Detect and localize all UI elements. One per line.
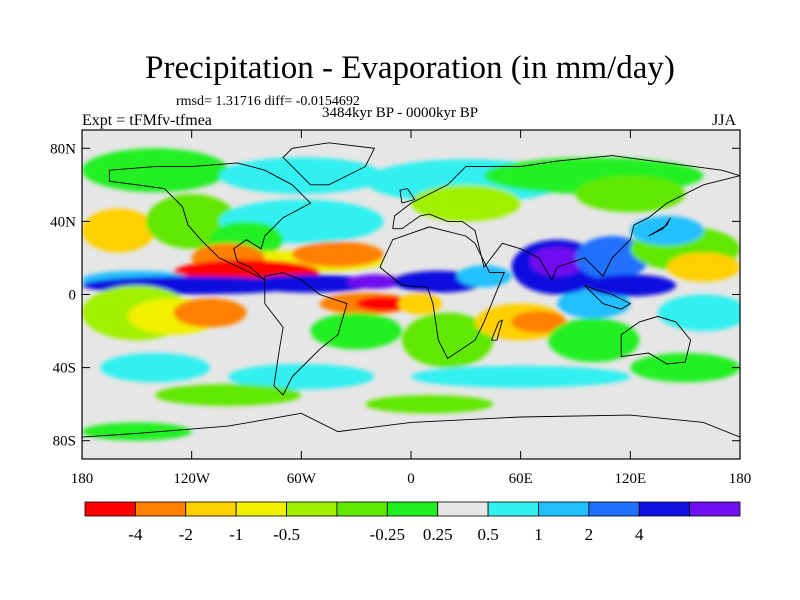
- field-patch: [100, 352, 210, 383]
- x-tick-label: 180: [71, 471, 94, 487]
- field-patch: [82, 208, 156, 253]
- coastline-indonesia: [584, 284, 632, 310]
- field-patch: [82, 148, 229, 193]
- precip-field: [82, 130, 740, 459]
- colorbar-label: 1: [534, 525, 543, 544]
- colorbar-label: 4: [635, 525, 644, 544]
- field-patch: [529, 246, 585, 277]
- field-patch: [456, 265, 512, 288]
- field-patch: [365, 395, 494, 414]
- x-tick-label: 60E: [509, 471, 533, 487]
- field-patch: [630, 352, 740, 383]
- field-patch: [557, 289, 631, 319]
- season-label: JJA: [712, 112, 737, 129]
- coastline-japan: [648, 217, 671, 237]
- stats-label: rmsd= 1.31716 diff= -0.0154692: [176, 94, 360, 109]
- colorbar-box: [386, 501, 439, 517]
- x-tick-label: 120E: [614, 471, 646, 487]
- colorbar-box: [84, 501, 136, 517]
- y-tick-label: 0: [69, 288, 77, 304]
- coastline-eurasia: [392, 155, 740, 281]
- colorbar-label: -2: [179, 525, 193, 544]
- field-patch: [82, 422, 192, 441]
- colorbar-box: [235, 501, 287, 517]
- plot-title: Precipitation - Evaporation (in mm/day): [145, 50, 675, 86]
- field-patch: [356, 296, 412, 311]
- field-patch: [411, 365, 631, 388]
- field-patch: [584, 274, 677, 297]
- colorbar-box: [487, 501, 539, 517]
- field-patch: [246, 274, 375, 293]
- coastline-uk: [399, 187, 416, 204]
- colorbar-box: [689, 501, 741, 517]
- colorbar-box: [638, 501, 691, 517]
- field-patch: [292, 241, 384, 268]
- coastline-antarctica: [82, 412, 740, 438]
- field-patch: [630, 215, 704, 246]
- colorbar-label: 2: [585, 525, 594, 544]
- y-tick-label: 40N: [50, 214, 76, 230]
- field-patch: [511, 310, 567, 333]
- field-patch: [347, 274, 402, 290]
- x-tick-label: 180: [729, 471, 752, 487]
- x-tick-label: 60W: [287, 471, 317, 487]
- field-patch: [398, 292, 443, 315]
- coastline-australia: [620, 315, 692, 365]
- coastline-north-america: [108, 162, 312, 281]
- x-tick-label: 0: [407, 471, 415, 487]
- field-patch: [411, 184, 521, 222]
- x-tick-label: 120W: [173, 471, 211, 487]
- field-patch: [228, 363, 375, 390]
- field-patch: [155, 384, 302, 406]
- y-tick-label: 80S: [53, 434, 76, 450]
- coastline-africa: [379, 226, 505, 360]
- field-patch: [548, 318, 640, 363]
- colorbar-box: [437, 501, 489, 517]
- coastline-south-america: [264, 272, 348, 396]
- colorbar-label: -0.25: [370, 525, 405, 544]
- field-patches: [82, 148, 740, 441]
- y-tick-label: 80N: [50, 141, 76, 157]
- x-axis: 180 120W 60W 0 60E 120E 180: [71, 130, 752, 487]
- colorbar-box: [538, 501, 590, 517]
- colorbar-label: -1: [229, 525, 243, 544]
- colorbar-box: [286, 501, 338, 517]
- field-patch: [666, 252, 740, 282]
- y-axis: 80N 40N 0 40S 80S: [50, 141, 740, 450]
- colorbar-box: [336, 501, 388, 517]
- colorbar-box: [588, 501, 640, 517]
- period-label: 3484kyr BP - 0000kyr BP: [322, 105, 479, 121]
- field-patch: [657, 294, 740, 332]
- colorbar-label: 0.5: [477, 525, 498, 544]
- field-patch: [173, 298, 247, 328]
- colorbar-label: 0.25: [423, 525, 453, 544]
- colorbar-label: -0.5: [273, 525, 300, 544]
- y-tick-label: 40S: [53, 361, 76, 377]
- field-patch: [310, 312, 402, 350]
- colorbar-label: -4: [128, 525, 143, 544]
- experiment-label: Expt = tFMfv-tfmea: [82, 112, 212, 129]
- field-patch: [575, 175, 686, 213]
- field-patch: [401, 312, 494, 368]
- coastline-madagascar: [490, 319, 504, 341]
- colorbar-box: [185, 501, 237, 517]
- colorbar: -4 -2 -1 -0.5 -0.25 0.25 0.5 1 2 4: [84, 501, 741, 544]
- colorbar-box: [134, 501, 187, 517]
- coastlines: [82, 142, 740, 438]
- coastline-greenland: [282, 142, 376, 186]
